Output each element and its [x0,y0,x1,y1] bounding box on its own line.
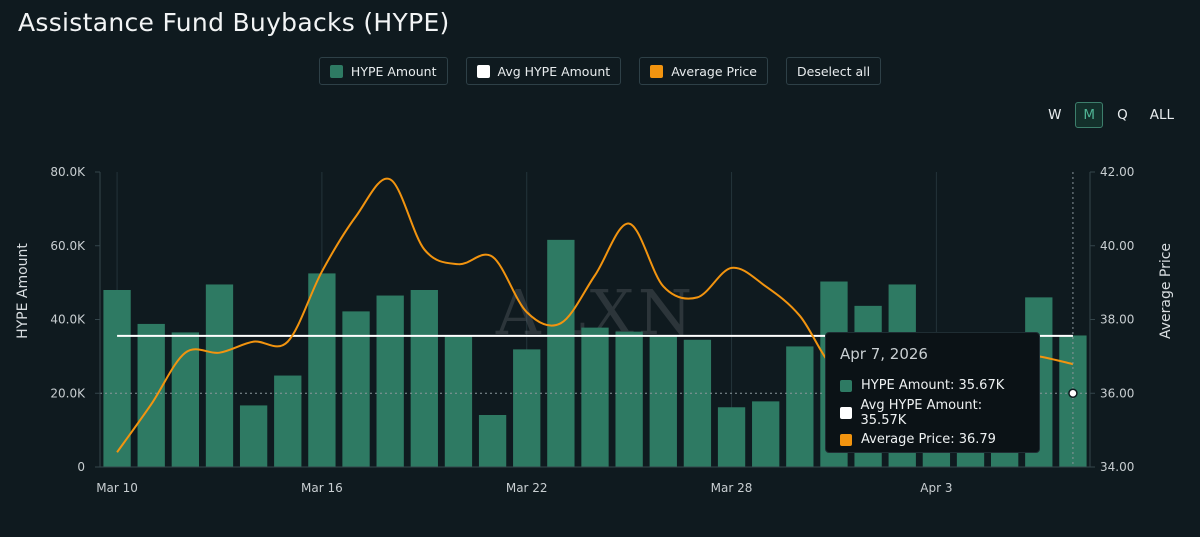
y-tick-label-left: 40.0K [50,313,86,327]
page-title: Assistance Fund Buybacks (HYPE) [18,8,450,37]
x-tick-label: Mar 10 [96,481,138,495]
legend-label: Average Price [671,63,758,79]
hype-amount-bar[interactable] [683,339,712,467]
tooltip-row-hype-amount: HYPE Amount: 35.67K [840,372,1025,399]
hype-amount-bar[interactable] [547,239,575,467]
hype-amount-bar[interactable] [649,335,677,467]
tooltip-value: Avg HYPE Amount: 35.57K [860,397,983,428]
y-tick-label-right: 34.00 [1100,460,1134,474]
hype-amount-bar[interactable] [274,375,302,467]
legend-toggle-avg-hype-amount[interactable]: Avg HYPE Amount [465,57,622,85]
tooltip-swatch [840,433,852,446]
tooltip-swatch [840,406,852,419]
hype-amount-bar[interactable] [752,401,780,467]
hype-amount-bar[interactable] [444,336,473,467]
legend-label: Avg HYPE Amount [497,63,611,79]
legend-toggle-hype-amount[interactable]: HYPE Amount [318,57,448,85]
hype-amount-bar[interactable] [342,311,370,467]
range-all-button[interactable]: ALL [1149,107,1174,123]
avg-hype-amount-swatch [476,64,490,78]
chart-legend: HYPE Amount Avg HYPE Amount Average Pric… [0,57,1200,85]
tooltip-row-avg-hype-amount: Avg HYPE Amount: 35.57K [840,397,1025,428]
y-tick-label-right: 42.00 [1100,165,1134,179]
tooltip-swatch [840,379,852,392]
y-tick-label-right: 40.00 [1100,239,1134,253]
time-range-selector: W M Q ALL [1040,102,1182,128]
hype-amount-bar[interactable] [171,332,199,467]
y-tick-label-left: 20.0K [50,386,86,400]
hype-amount-bar[interactable] [581,327,609,467]
hype-amount-bar[interactable] [103,290,131,467]
x-tick-label: Mar 22 [506,481,548,495]
chart-tooltip: Apr 7, 2026 HYPE Amount: 35.67K Avg HYPE… [825,332,1040,453]
hype-amount-bar[interactable] [717,407,746,467]
hype-amount-bar[interactable] [786,346,814,467]
average-price-swatch [650,64,664,78]
tooltip-value: HYPE Amount: 35.67K [861,378,1005,393]
hype-amount-bar[interactable] [205,284,234,467]
deselect-all-label: Deselect all [797,63,871,79]
hype-amount-bar[interactable] [615,331,643,467]
y-tick-label-left: 60.0K [50,239,86,253]
hype-amount-bar[interactable] [239,405,268,467]
tooltip-date: Apr 7, 2026 [840,345,928,363]
legend-label: HYPE Amount [350,63,437,79]
y-axis-left-title: HYPE Amount [15,243,31,339]
range-week-button[interactable]: W [1048,107,1062,123]
y-axis-right-title: Average Price [1158,243,1174,339]
y-tick-label-left: 0 [77,460,85,474]
tooltip-value: Average Price: 36.79 [861,432,996,447]
y-tick-label-left: 80.0K [50,165,86,179]
range-month-button[interactable]: M [1075,102,1104,128]
crosshair-point [1068,388,1078,398]
y-tick-label-right: 36.00 [1100,386,1134,400]
hype-amount-swatch [329,64,343,78]
range-quarter-button[interactable]: Q [1117,107,1128,123]
deselect-all-button[interactable]: Deselect all [786,57,882,85]
x-tick-label: Apr 3 [920,481,952,495]
hype-amount-bar[interactable] [137,323,165,467]
hype-amount-bar[interactable] [513,349,541,467]
x-tick-label: Mar 28 [711,481,753,495]
legend-toggle-average-price[interactable]: Average Price [639,57,769,85]
hype-amount-bar[interactable] [478,415,507,467]
hype-amount-bar[interactable] [376,295,404,467]
y-tick-label-right: 38.00 [1100,313,1134,327]
hype-amount-bar[interactable] [410,290,438,467]
tooltip-row-average-price: Average Price: 36.79 [840,426,1025,453]
hype-amount-bar[interactable] [308,273,336,467]
x-tick-label: Mar 16 [301,481,343,495]
